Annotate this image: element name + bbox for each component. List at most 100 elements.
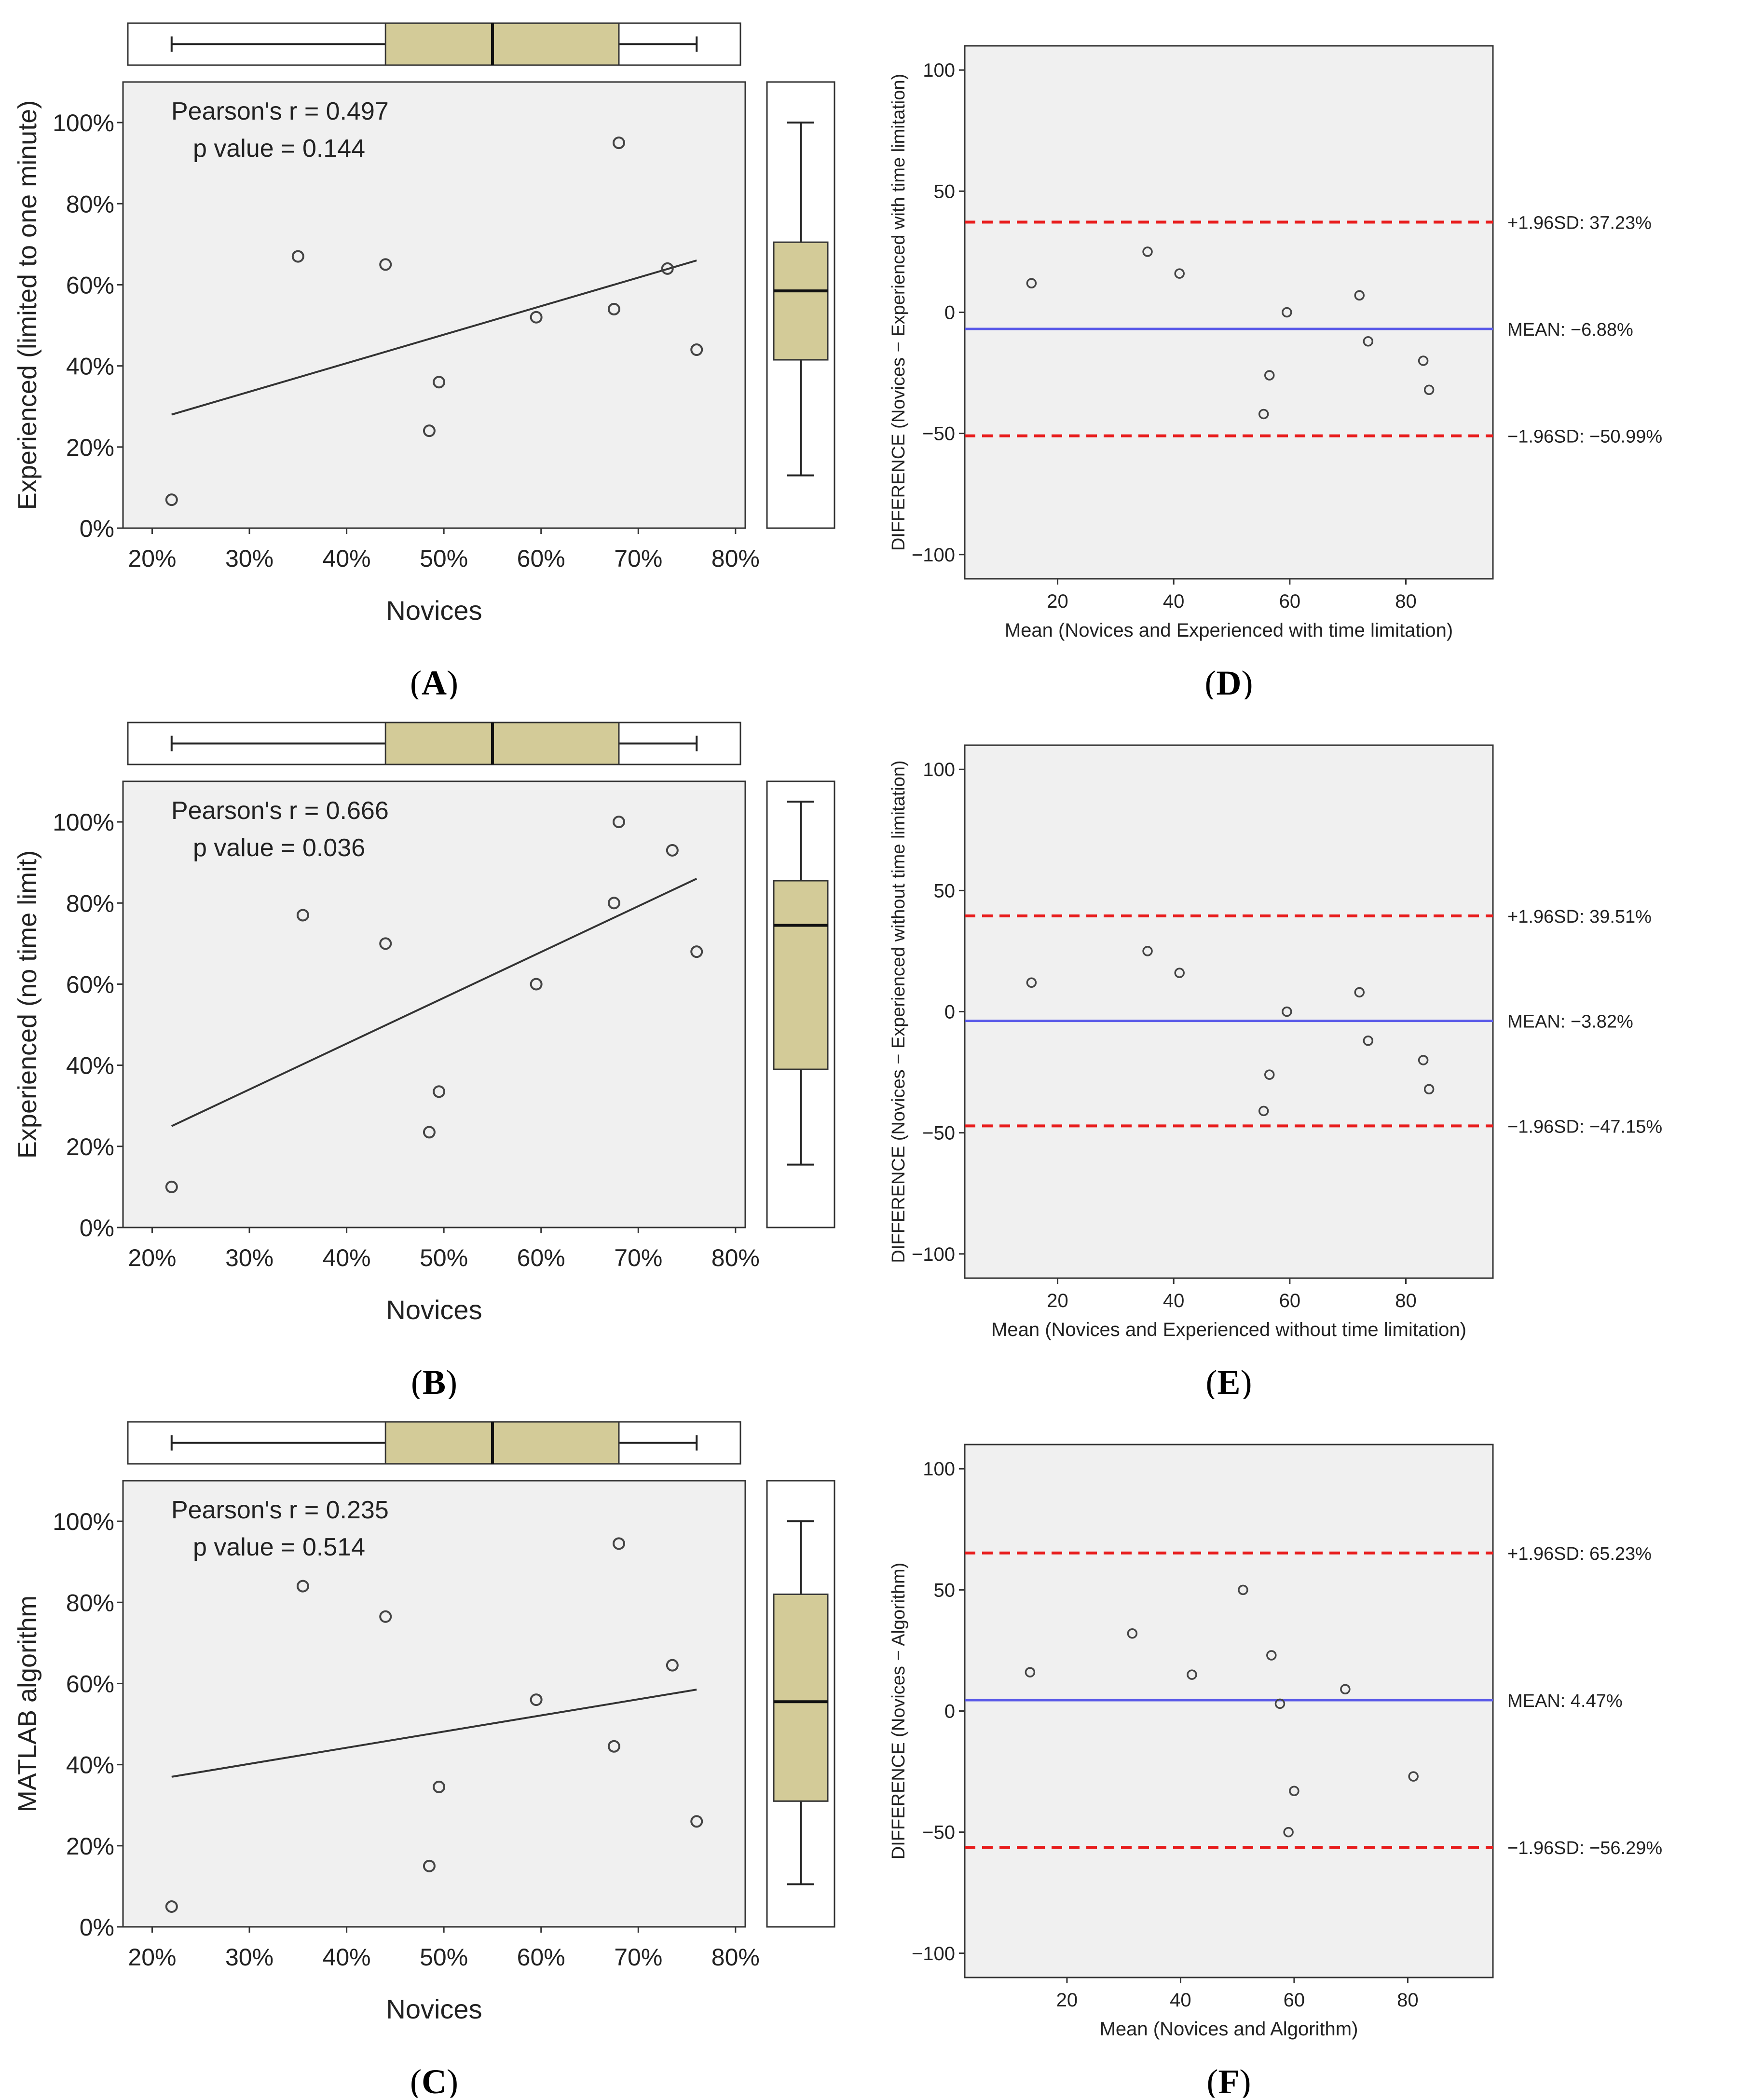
x-tick-label: 20	[1047, 591, 1068, 612]
data-point	[1238, 1584, 1248, 1595]
y-tick-label: 50	[934, 181, 956, 202]
y-tick-label: −50	[922, 423, 955, 445]
x-tick-label: 30%	[225, 545, 274, 572]
data-point	[690, 1815, 703, 1828]
x-axis-title: Mean (Novices and Experienced without ti…	[991, 1319, 1466, 1340]
data-point	[433, 376, 446, 389]
regression-line	[171, 1689, 697, 1778]
plot-area	[964, 744, 1494, 1279]
data-point	[1142, 246, 1153, 257]
y-tick-label: −100	[912, 1943, 955, 1964]
data-point	[1423, 1084, 1435, 1094]
data-point	[423, 1126, 436, 1139]
y-tick-label: 100%	[53, 109, 114, 136]
x-axis-title: Novices	[386, 1295, 482, 1325]
panel-label: (D)	[1205, 664, 1253, 699]
data-point	[530, 978, 543, 991]
data-point	[612, 1537, 625, 1550]
x-tick-label: 50%	[420, 1944, 468, 1971]
x-tick-label: 40	[1163, 1290, 1185, 1311]
y-tick-label: 80%	[66, 890, 114, 917]
panel-label: (B)	[411, 1363, 457, 1399]
y-tick-label: 0%	[80, 1214, 114, 1241]
y-tick-label: 0	[944, 302, 955, 324]
panel-label: (E)	[1206, 1363, 1252, 1399]
data-point	[530, 311, 543, 324]
y-axis-title: DIFFERENCE (Novices − Experienced with t…	[889, 74, 909, 551]
right-box	[773, 880, 829, 1070]
x-tick-label: 80	[1397, 1990, 1419, 2011]
plot-area	[964, 1444, 1494, 1978]
x-tick-label: 40%	[323, 1944, 371, 1971]
mean-label: MEAN: −3.82%	[1507, 1012, 1633, 1032]
panel-e: 20 40 60 80 −100 −50 0 50 100 Mean (Novices and E…	[868, 699, 1737, 1402]
data-point	[1127, 1628, 1138, 1639]
y-tick-label: 0	[944, 1002, 955, 1023]
y-tick-label: 40%	[66, 1752, 114, 1779]
right-box	[773, 241, 829, 361]
x-tick-label: 20%	[128, 1944, 176, 1971]
x-tick-label: 80%	[711, 1944, 760, 1971]
panel-label: (A)	[410, 664, 458, 699]
panel-a: 20% 30% 40% 50% 60% 70% 80% 0% 20% 40% 60% 80% 100% N…	[0, 0, 868, 702]
x-tick-label: 50%	[420, 545, 468, 572]
upper-sd-label: +1.96SD: 65.23%	[1507, 1544, 1652, 1564]
x-tick-label: 50%	[420, 1244, 468, 1271]
y-tick-label: 80%	[66, 191, 114, 218]
data-point	[1264, 1069, 1275, 1080]
data-point	[433, 1085, 446, 1098]
plot-area	[964, 45, 1494, 580]
x-tick-label: 40%	[323, 545, 371, 572]
mean-label: MEAN: −6.88%	[1507, 320, 1633, 340]
data-point	[1283, 1827, 1294, 1838]
data-point	[690, 343, 703, 356]
data-point	[1418, 355, 1429, 366]
x-axis-title: Mean (Novices and Experienced with time …	[1005, 620, 1453, 641]
y-tick-label: 0	[944, 1701, 955, 1722]
panel-label: (C)	[410, 2062, 458, 2098]
panel-c-chart: 20% 30% 40% 50% 60% 70% 80% 0% 20% 40% 60% 80% 100% N…	[13, 1421, 835, 2100]
data-point	[1354, 987, 1365, 998]
data-point	[379, 1610, 392, 1623]
data-point	[379, 937, 392, 950]
regression-line	[171, 878, 698, 1127]
x-tick-label: 30%	[225, 1944, 274, 1971]
y-tick-label: 50	[934, 1580, 956, 1601]
top-box	[384, 22, 620, 66]
y-tick-label: 100%	[53, 1508, 114, 1535]
mean-label: MEAN: 4.47%	[1507, 1691, 1623, 1711]
p-value-label: p value = 0.036	[193, 834, 365, 862]
lower-sd-label: −1.96SD: −47.15%	[1507, 1117, 1662, 1137]
lower-sd-label: −1.96SD: −50.99%	[1507, 427, 1662, 447]
data-point	[1408, 1771, 1419, 1782]
pearson-r-label: Pearson's r = 0.497	[171, 97, 389, 125]
panel-f: 20 40 60 80 −100 −50 0 50 100 Mean (Novices and A…	[868, 1399, 1737, 2100]
y-tick-label: 80%	[66, 1589, 114, 1616]
x-tick-label: 60	[1279, 1290, 1301, 1311]
data-point	[1174, 968, 1185, 978]
top-box	[384, 722, 620, 765]
data-point	[612, 816, 625, 829]
y-tick-label: −100	[912, 1244, 955, 1265]
y-tick-label: 20%	[66, 1833, 114, 1860]
x-tick-label: 20	[1056, 1990, 1078, 2011]
data-point	[1354, 290, 1365, 301]
x-tick-label: 20%	[128, 545, 176, 572]
pearson-r-label: Pearson's r = 0.235	[171, 1496, 389, 1524]
panel-b-chart: 20% 30% 40% 50% 60% 70% 80% 0% 20% 40% 60% 80% 100% N…	[13, 722, 835, 1402]
data-point	[1423, 384, 1435, 395]
data-point	[690, 945, 703, 958]
x-tick-label: 60	[1284, 1990, 1305, 2011]
upper-sd-label: +1.96SD: 37.23%	[1507, 213, 1652, 233]
x-tick-label: 80%	[711, 545, 760, 572]
y-tick-label: 20%	[66, 1133, 114, 1160]
x-tick-label: 60%	[517, 545, 565, 572]
data-point	[379, 258, 392, 271]
data-point	[165, 1900, 178, 1913]
data-point	[1258, 409, 1269, 420]
data-point	[1174, 268, 1185, 279]
data-point	[1418, 1055, 1429, 1065]
y-axis-title: MATLAB algorithm	[13, 1595, 42, 1812]
p-value-label: p value = 0.514	[193, 1533, 365, 1561]
y-axis-title: DIFFERENCE (Novices − Algorithm)	[889, 1563, 909, 1860]
